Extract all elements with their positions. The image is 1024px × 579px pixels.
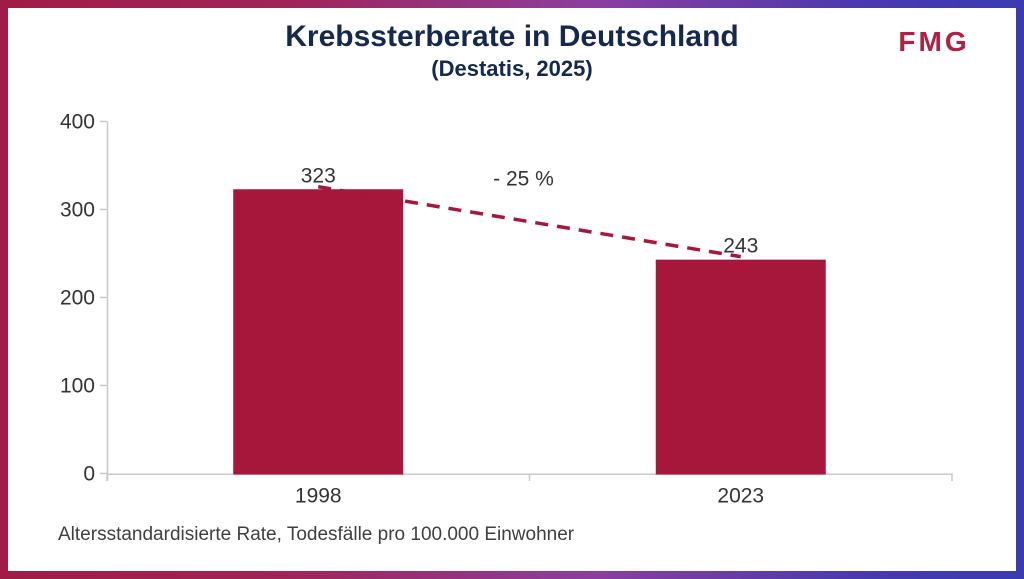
category-label: 1998 — [295, 485, 342, 508]
annotation-label: - 25 % — [493, 167, 554, 190]
chart-header: Krebssterberate in Deutschland (Destatis… — [0, 20, 1024, 82]
bar-value-label: 323 — [301, 164, 336, 187]
slide-canvas — [8, 8, 1016, 571]
bar — [655, 259, 826, 475]
chart-footnote: Altersstandardisierte Rate, Todesfälle p… — [58, 524, 575, 545]
trend-dashed-line — [317, 185, 742, 259]
fmg-logo: FMG — [898, 26, 970, 57]
page-title: Krebssterberate in Deutschland — [285, 20, 739, 53]
y-tick-label: 0 — [83, 463, 95, 486]
y-tick-label: 200 — [60, 287, 95, 310]
page-subtitle: (Destatis, 2025) — [431, 56, 593, 81]
y-tick-label: 400 — [60, 111, 95, 134]
bar — [233, 189, 404, 475]
category-label: 2023 — [717, 485, 764, 508]
y-tick-label: 300 — [60, 199, 95, 222]
bar-value-label: 243 — [723, 235, 758, 258]
y-tick-label: 100 — [60, 375, 95, 398]
